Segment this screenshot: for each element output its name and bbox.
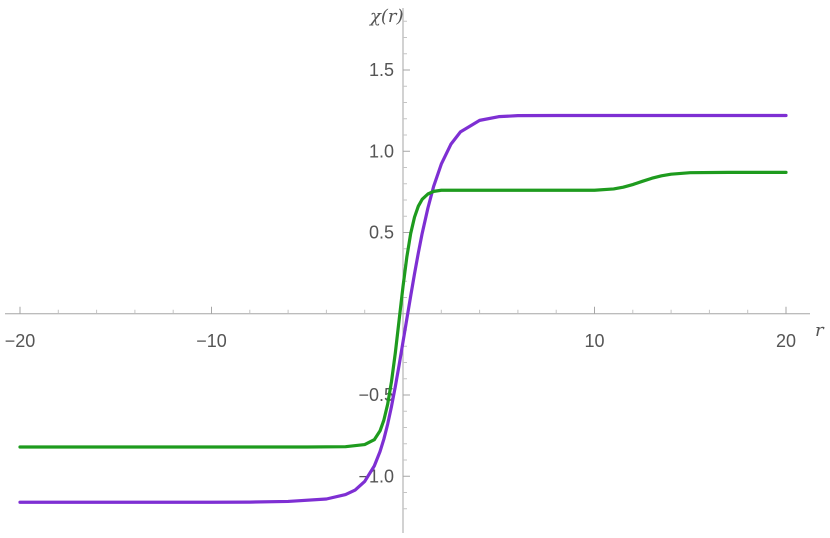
y-tick-label: 1.5 bbox=[369, 60, 394, 80]
series-line-2 bbox=[18, 170, 788, 449]
y-tick-label: 0.5 bbox=[369, 223, 394, 243]
x-axis-label: r bbox=[815, 320, 825, 341]
y-axis-label: χ(r) bbox=[368, 6, 404, 27]
tick-labels: −20 −10 10 20 −1.0 −0.5 0.5 1.0 1.5 bbox=[5, 60, 796, 486]
y-tick-label: −0.5 bbox=[358, 385, 394, 405]
x-tick-label: −10 bbox=[196, 331, 227, 351]
x-tick-label: −20 bbox=[5, 331, 36, 351]
x-tick-label: 10 bbox=[584, 331, 604, 351]
series-layer bbox=[18, 113, 788, 504]
x-tick-label: 20 bbox=[776, 331, 796, 351]
axis-ticks bbox=[19, 20, 787, 510]
series-line-1 bbox=[18, 113, 788, 504]
axes bbox=[5, 8, 810, 533]
y-tick-label: 1.0 bbox=[369, 141, 394, 161]
y-tick-label: −1.0 bbox=[358, 466, 394, 486]
